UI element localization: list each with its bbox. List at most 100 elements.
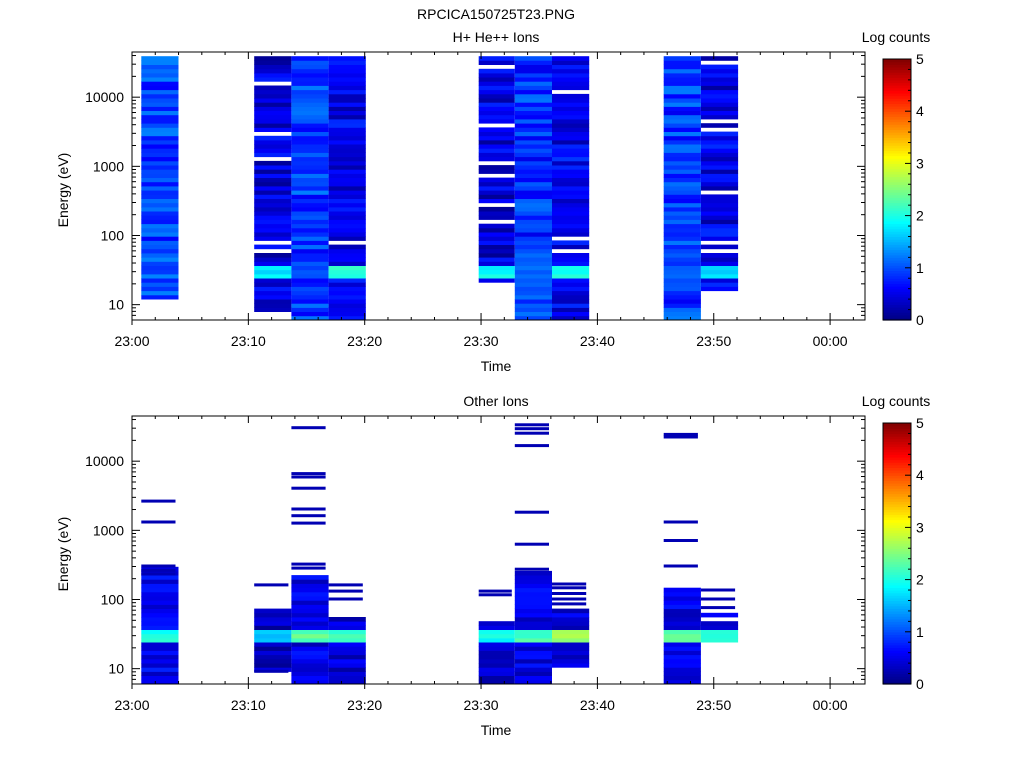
x-tick-label: 23:10 bbox=[231, 697, 266, 713]
colorbar-swatch bbox=[883, 259, 911, 264]
heatmap-cell bbox=[700, 68, 739, 74]
heatmap-cell bbox=[478, 658, 515, 664]
heatmap-cell bbox=[552, 311, 590, 317]
heatmap-cell bbox=[328, 311, 366, 317]
y-tick-label: 10 bbox=[108, 661, 124, 677]
heatmap-cell bbox=[254, 72, 292, 78]
heatmap-cell bbox=[478, 152, 515, 158]
heatmap-cell bbox=[291, 679, 329, 685]
heatmap-cell bbox=[291, 257, 329, 262]
heatmap-cell bbox=[291, 675, 329, 681]
heatmap-cell bbox=[552, 114, 590, 120]
heatmap-cell bbox=[328, 106, 366, 111]
heatmap-cell bbox=[663, 299, 701, 304]
colorbar-swatch bbox=[883, 314, 911, 318]
heatmap-line bbox=[514, 567, 549, 571]
heatmap-cell bbox=[663, 219, 701, 225]
heatmap-cell bbox=[663, 248, 701, 254]
heatmap-cell bbox=[700, 165, 739, 170]
heatmap-cell bbox=[291, 663, 329, 668]
colorbar-swatch bbox=[883, 428, 911, 432]
colorbar-swatch bbox=[883, 77, 911, 81]
x-tick-label: 23:00 bbox=[114, 697, 149, 713]
heatmap-cell bbox=[514, 139, 552, 145]
heatmap-cell bbox=[254, 307, 292, 312]
heatmap-cell bbox=[552, 253, 590, 258]
colorbar-swatch bbox=[883, 595, 911, 599]
heatmap-cell bbox=[254, 253, 292, 258]
colorbar-swatch bbox=[883, 537, 911, 542]
heatmap-cell bbox=[478, 110, 515, 116]
heatmap-cell bbox=[514, 219, 552, 225]
heatmap-cell bbox=[552, 131, 590, 137]
heatmap-cell bbox=[141, 583, 179, 589]
heatmap-cell bbox=[291, 575, 329, 580]
heatmap-cell bbox=[700, 219, 739, 225]
heatmap-cell bbox=[291, 102, 329, 107]
colorbar-swatch bbox=[883, 519, 911, 523]
heatmap-cell bbox=[514, 600, 552, 605]
heatmap-cell bbox=[514, 72, 552, 78]
heatmap-cell bbox=[663, 131, 701, 137]
heatmap-cell bbox=[700, 257, 739, 262]
heatmap-cell bbox=[254, 633, 292, 639]
colorbar-swatch bbox=[883, 605, 911, 609]
heatmap-cell bbox=[663, 633, 701, 639]
heatmap-cell bbox=[291, 671, 329, 676]
heatmap-cell bbox=[254, 93, 292, 99]
panel-other-ions: Other Ions Log counts 23:00 23:10 23:20 23:… bbox=[55, 393, 930, 738]
heatmap-cell bbox=[663, 89, 701, 95]
heatmap-line bbox=[254, 669, 289, 673]
colorbar-swatch bbox=[883, 676, 911, 680]
heatmap-line bbox=[141, 568, 176, 572]
heatmap-cell bbox=[291, 236, 329, 241]
heatmap-cell bbox=[141, 72, 179, 78]
heatmap-cell bbox=[291, 186, 329, 191]
colorbar-swatch bbox=[883, 530, 911, 534]
colorbar-swatch bbox=[883, 249, 911, 253]
heatmap-cell bbox=[663, 114, 701, 120]
colorbar-swatch bbox=[883, 265, 911, 269]
colorbar-swatch bbox=[883, 587, 911, 591]
heatmap-cell bbox=[514, 77, 552, 82]
heatmap-cell bbox=[514, 232, 552, 237]
x-tick-label: 23:30 bbox=[464, 697, 499, 713]
heatmap-cell bbox=[663, 169, 701, 174]
heatmap-cell bbox=[514, 579, 552, 584]
heatmap-cell bbox=[478, 637, 515, 643]
heatmap-cell bbox=[254, 211, 292, 216]
heatmap-cell bbox=[291, 600, 329, 605]
heatmap-cell bbox=[478, 190, 515, 195]
heatmap-cell bbox=[291, 591, 329, 597]
heatmap-cell bbox=[254, 612, 292, 618]
heatmap-cell bbox=[291, 131, 329, 137]
heatmap-cell bbox=[478, 139, 515, 145]
heatmap-cell bbox=[552, 156, 590, 162]
heatmap-cell bbox=[663, 227, 701, 233]
heatmap-cell bbox=[478, 261, 515, 266]
heatmap-cell bbox=[552, 72, 590, 78]
heatmap-cell bbox=[663, 119, 701, 124]
heatmap-cell bbox=[291, 110, 329, 116]
heatmap-cell bbox=[552, 294, 590, 300]
heatmap-cell bbox=[291, 64, 329, 70]
heatmap-cell bbox=[552, 223, 590, 229]
heatmap-cell bbox=[291, 198, 329, 204]
heatmap-cell bbox=[141, 223, 179, 229]
y-axis-ticks: 10 100 1000 10000 bbox=[85, 419, 865, 685]
heatmap-cell bbox=[254, 650, 292, 656]
colorbar-swatch bbox=[883, 100, 911, 104]
colorbar-swatch bbox=[883, 673, 911, 677]
heatmap-cell bbox=[254, 299, 292, 304]
heatmap-cell bbox=[291, 206, 329, 212]
heatmap-cell bbox=[141, 625, 179, 630]
heatmap-cell bbox=[328, 244, 366, 250]
heatmap-cell bbox=[552, 206, 590, 212]
heatmap-line bbox=[141, 564, 176, 568]
heatmap-cell bbox=[141, 621, 179, 626]
heatmap-cell bbox=[700, 202, 739, 208]
heatmap-cell bbox=[141, 587, 179, 593]
colorbar-swatch bbox=[883, 66, 911, 71]
heatmap-line bbox=[478, 593, 512, 597]
heatmap-cell bbox=[514, 85, 552, 91]
